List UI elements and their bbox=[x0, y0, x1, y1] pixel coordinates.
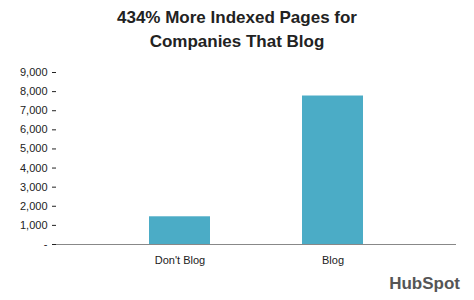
svg-text:Don't Blog: Don't Blog bbox=[155, 254, 205, 266]
svg-text:8,000: 8,000 bbox=[20, 85, 48, 97]
html-text:434% More Indexed Pages for Co: 434% More Indexed Pages for Companies Th… bbox=[117, 8, 357, 51]
svg-text:Blog: Blog bbox=[322, 254, 344, 266]
svg-text:6,000: 6,000 bbox=[20, 123, 48, 135]
svg-text:7,000: 7,000 bbox=[20, 104, 48, 116]
svg-text:2,000: 2,000 bbox=[20, 200, 48, 212]
svg-text:4,000: 4,000 bbox=[20, 162, 48, 174]
html-text:HubSpot: HubSpot bbox=[389, 274, 460, 293]
svg-text:3,000: 3,000 bbox=[20, 181, 48, 193]
svg-text:5,000: 5,000 bbox=[20, 142, 48, 154]
svg-text:1,000: 1,000 bbox=[20, 219, 48, 231]
svg-text:-: - bbox=[44, 238, 48, 250]
svg-text:9,000: 9,000 bbox=[20, 66, 48, 78]
